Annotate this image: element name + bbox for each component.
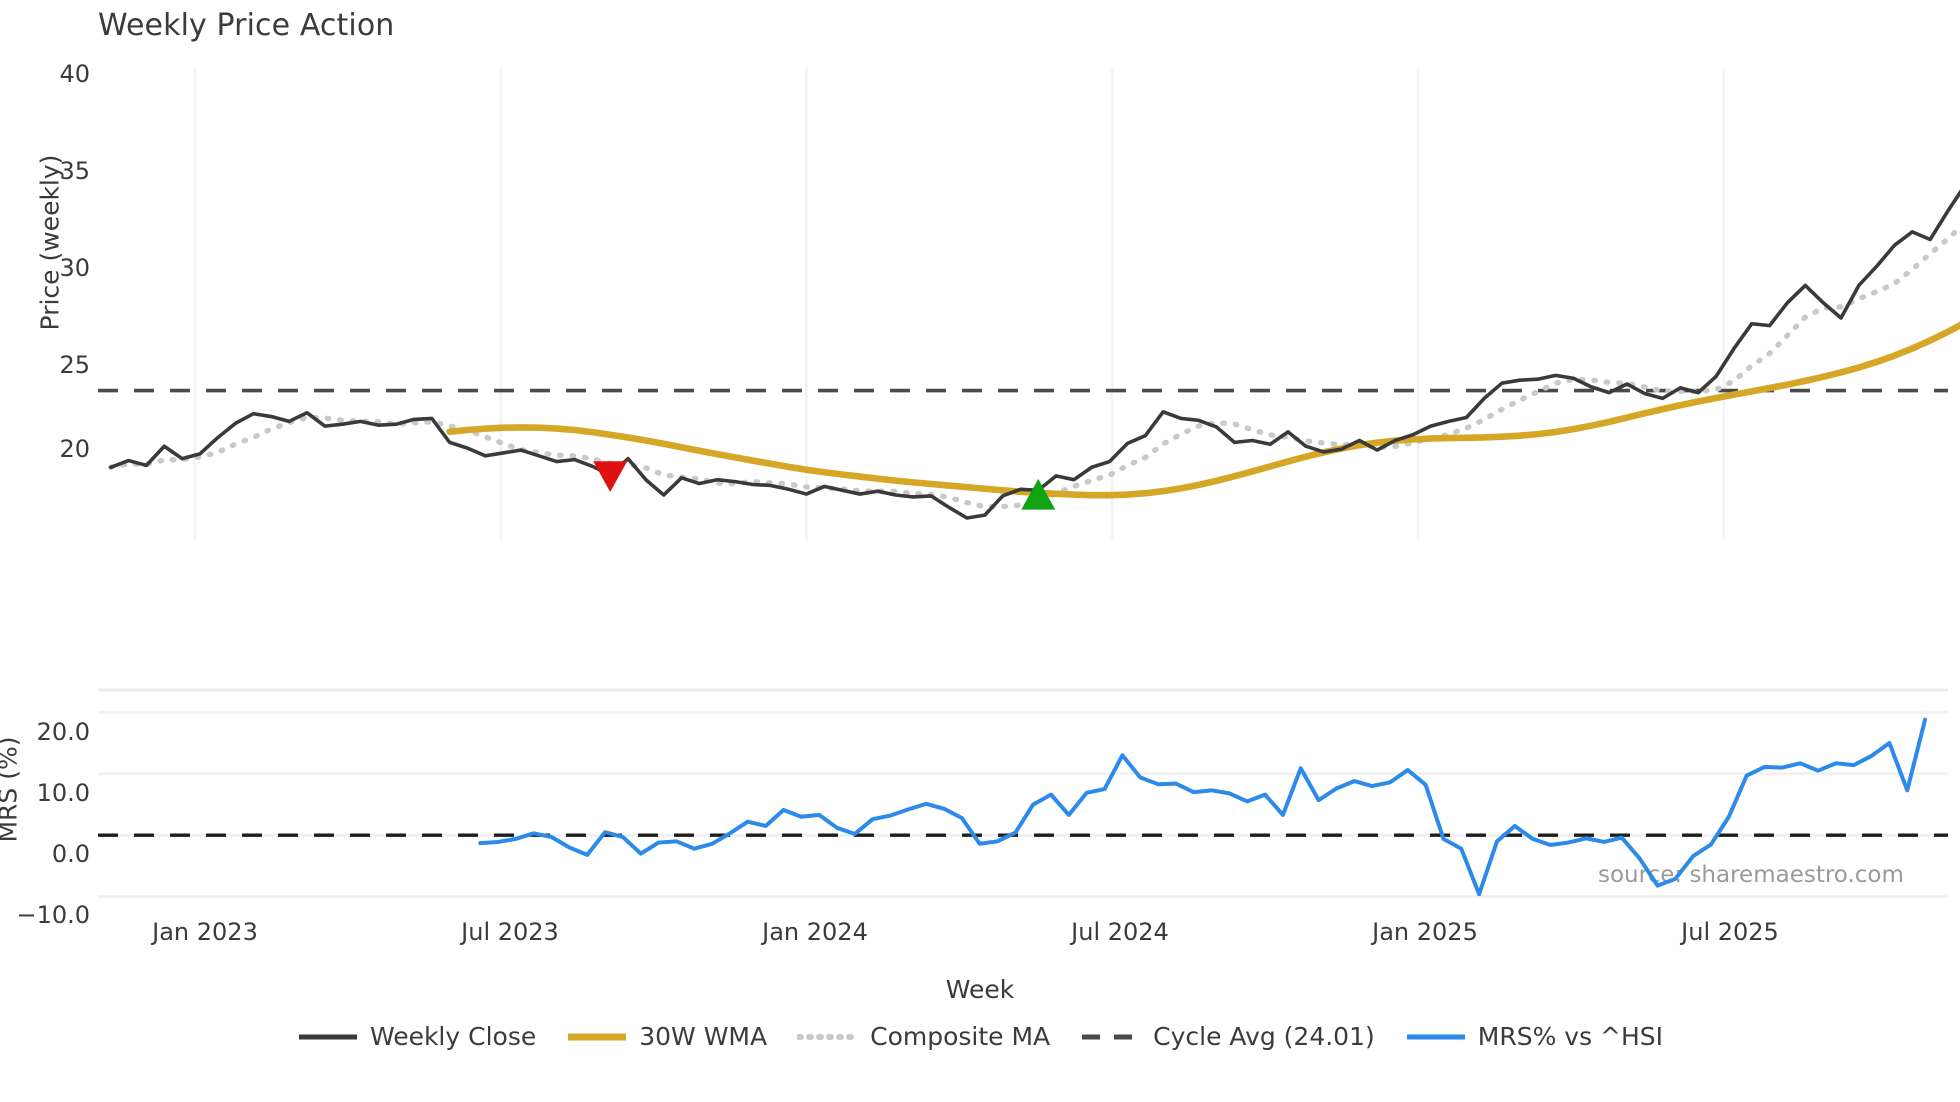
y-tick-price-0: 40 xyxy=(59,60,90,88)
x-tick-1: Jul 2023 xyxy=(461,918,559,946)
y-tick-price-2: 30 xyxy=(59,254,90,282)
legend-label-mrs: MRS% vs ^HSI xyxy=(1477,1022,1664,1051)
legend-label-cycle-avg: Cycle Avg (24.01) xyxy=(1153,1022,1375,1051)
y-tick-price-1: 35 xyxy=(59,157,90,185)
legend-item-wma[interactable]: 30W WMA xyxy=(566,1022,767,1051)
x-axis-label: Week xyxy=(945,975,1015,1004)
legend-label-wma: 30W WMA xyxy=(639,1022,768,1051)
legend-item-mrs[interactable]: MRS% vs ^HSI xyxy=(1405,1022,1663,1051)
chart-legend: Weekly Close 30W WMA Composite MA Cycle … xyxy=(0,1022,1960,1051)
line-dashed-icon xyxy=(1082,1034,1141,1039)
line-solid-icon xyxy=(1406,1034,1465,1039)
sell-signal-marker xyxy=(593,461,628,493)
y-tick-mrs-3: −10.0 xyxy=(16,901,90,929)
page-title: Weekly Price Action xyxy=(98,8,395,43)
legend-label-composite-ma: Composite MA xyxy=(870,1022,1051,1051)
legend-item-cycle-avg[interactable]: Cycle Avg (24.01) xyxy=(1080,1022,1375,1051)
x-tick-5: Jul 2025 xyxy=(1681,918,1779,946)
y-tick-price-3: 25 xyxy=(59,351,90,379)
y-tick-price-4: 20 xyxy=(59,435,90,463)
x-tick-2: Jan 2024 xyxy=(762,918,868,946)
line-dotted-icon xyxy=(797,1033,860,1040)
y-tick-mrs-0: 20.0 xyxy=(36,718,90,746)
x-tick-4: Jan 2025 xyxy=(1372,918,1478,946)
legend-item-weekly-close[interactable]: Weekly Close xyxy=(297,1022,536,1051)
y-tick-mrs-2: 0.0 xyxy=(51,840,90,868)
buy-signal-marker xyxy=(1021,478,1056,510)
legend-label-weekly-close: Weekly Close xyxy=(369,1022,537,1051)
x-tick-3: Jul 2024 xyxy=(1071,918,1169,946)
line-solid-icon xyxy=(568,1033,627,1040)
x-tick-0: Jan 2023 xyxy=(152,918,258,946)
line-solid-icon xyxy=(298,1034,357,1039)
legend-item-composite-ma[interactable]: Composite MA xyxy=(797,1022,1050,1051)
y-tick-mrs-1: 10.0 xyxy=(36,779,90,807)
